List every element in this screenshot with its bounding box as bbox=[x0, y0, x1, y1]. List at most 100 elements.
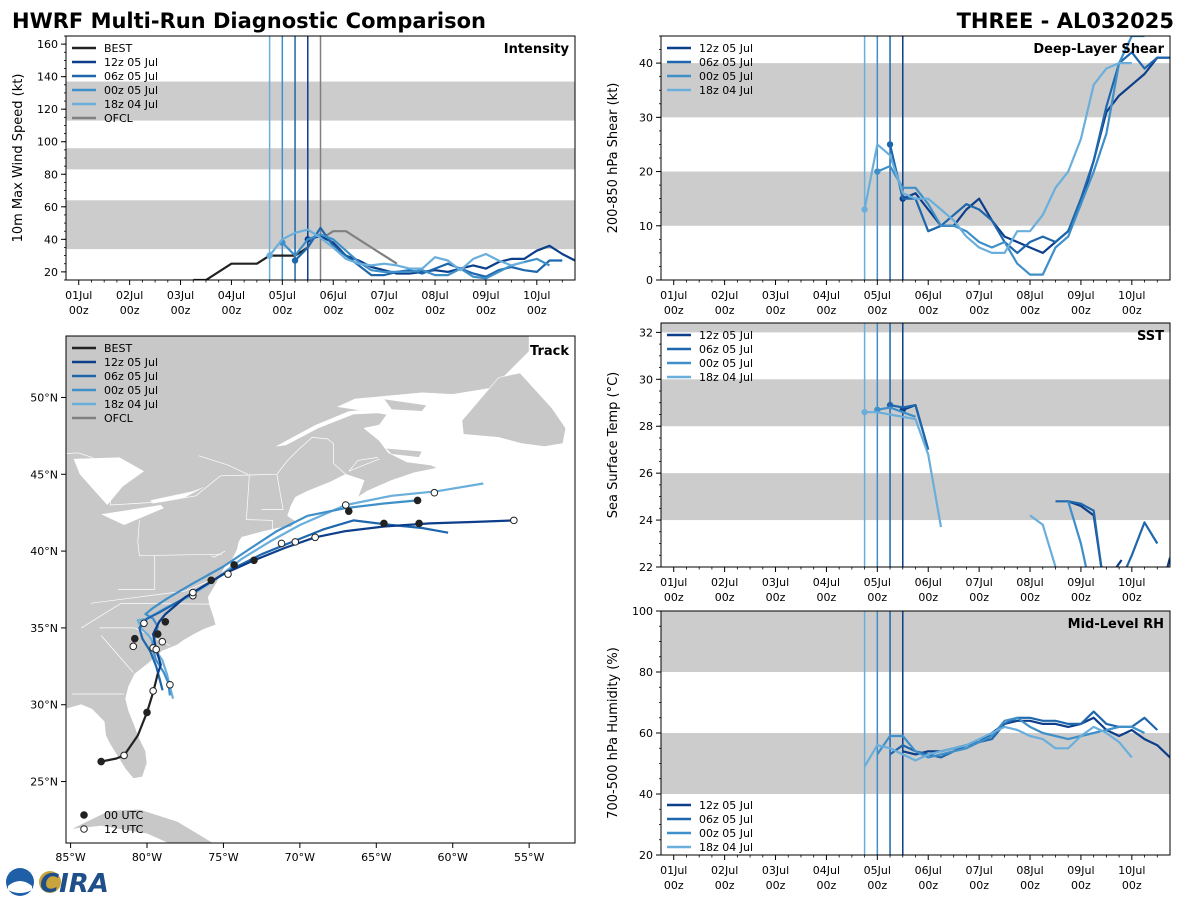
logo-text: CIRA bbox=[40, 869, 109, 899]
intensity-series-line bbox=[268, 228, 525, 272]
intensity-xtick-hour: 00z bbox=[272, 304, 292, 317]
intensity-xtick-date: 10Jul bbox=[523, 289, 550, 302]
intensity-xtick-date: 07Jul bbox=[370, 289, 397, 302]
track-marker-00utc bbox=[153, 630, 162, 638]
track-marker-12utc bbox=[166, 680, 174, 689]
marker-legend-label: 00 UTC bbox=[104, 809, 144, 822]
st-lawrence-estuary bbox=[275, 408, 387, 447]
intensity-xtick-date: 01Jul bbox=[65, 289, 92, 302]
shear-xtick-date: 08Jul bbox=[1016, 289, 1043, 302]
political-border bbox=[348, 457, 380, 472]
track-plot-area bbox=[66, 336, 575, 843]
sst-series-line bbox=[1125, 521, 1159, 567]
intensity-legend-label: 18z 04 Jul bbox=[104, 98, 158, 111]
political-border bbox=[137, 520, 222, 557]
sst-xtick-hour: 00z bbox=[1020, 591, 1040, 604]
sst-xtick-date: 09Jul bbox=[1067, 576, 1094, 589]
track-marker-00utc bbox=[413, 496, 422, 505]
shear-init-point bbox=[861, 206, 868, 213]
rh-xtick-date: 01Jul bbox=[660, 864, 687, 877]
shear-init-point bbox=[874, 168, 881, 175]
intensity-series-line bbox=[281, 233, 551, 280]
shear-ytick-label: 0 bbox=[646, 274, 653, 287]
shear-legend-label: 06z 05 Jul bbox=[699, 56, 753, 69]
intensity-xtick-date: 06Jul bbox=[320, 289, 347, 302]
intensity-series-line bbox=[319, 230, 398, 265]
intensity-legend-label: 06z 05 Jul bbox=[104, 70, 158, 83]
sst-legend-label: 18z 04 Jul bbox=[699, 371, 753, 384]
shear-xtick-hour: 00z bbox=[1122, 304, 1142, 317]
shear-xtick-date: 01Jul bbox=[660, 289, 687, 302]
track-marker-12utc bbox=[341, 501, 350, 509]
shear-xtick-hour: 00z bbox=[766, 304, 786, 317]
track-xtick-label: 85°W bbox=[55, 851, 85, 864]
sst-series-line bbox=[864, 411, 943, 528]
shear-series-line bbox=[863, 61, 1132, 254]
intensity-xtick-date: 05Jul bbox=[269, 289, 296, 302]
great-lake bbox=[73, 457, 144, 505]
shear-legend-label: 12z 05 Jul bbox=[699, 42, 753, 55]
track-ytick-label: 40°N bbox=[30, 545, 58, 558]
sst-xtick-hour: 00z bbox=[766, 591, 786, 604]
shear-xtick-date: 10Jul bbox=[1118, 289, 1145, 302]
intensity-xtick-hour: 00z bbox=[120, 304, 140, 317]
track-legend-label: BEST bbox=[104, 342, 132, 355]
sst-xtick-hour: 00z bbox=[664, 591, 684, 604]
track-marker-00utc bbox=[344, 507, 353, 515]
intensity-panel: 20 40 60 80 100 120 140 160 01Jul 00z 02Jul 00z 03Ju… bbox=[11, 35, 576, 317]
sst-band-2 bbox=[661, 323, 1170, 333]
sst-ytick-label: 32 bbox=[639, 326, 653, 339]
track-ytick-label: 45°N bbox=[30, 468, 58, 481]
political-border bbox=[261, 474, 284, 510]
intensity-title: Intensity bbox=[504, 42, 570, 57]
intensity-series-line bbox=[294, 226, 563, 278]
north-america-landmass bbox=[66, 336, 530, 779]
political-border bbox=[118, 555, 156, 590]
intensity-ytick-label: 160 bbox=[37, 38, 58, 51]
pei-island bbox=[384, 447, 423, 458]
rh-ytick-label: 20 bbox=[639, 849, 653, 862]
anticosti-island bbox=[383, 398, 428, 412]
shear-band-1 bbox=[661, 63, 1170, 118]
rh-panel: 20 40 60 80 100 01Jul 00z 02Jul 00z 03Jul 00z 04Jul… bbox=[606, 605, 1171, 892]
rh-legend-label: 18z 04 Jul bbox=[699, 841, 753, 854]
political-border bbox=[198, 455, 249, 475]
sst-xtick-hour: 00z bbox=[1071, 591, 1091, 604]
track-xtick-label: 60°W bbox=[438, 851, 468, 864]
track-xtick-label: 65°W bbox=[361, 851, 391, 864]
intensity-xtick-date: 03Jul bbox=[167, 289, 194, 302]
intensity-series-line bbox=[307, 235, 575, 275]
intensity-ytick-label: 20 bbox=[44, 266, 58, 279]
track-marker-00utc bbox=[97, 757, 105, 766]
rh-ylabel: 700-500 hPa Humidity (%) bbox=[606, 647, 621, 819]
sst-init-point bbox=[861, 408, 868, 416]
rh-xtick-date: 04Jul bbox=[813, 864, 840, 877]
sst-xtick-date: 01Jul bbox=[660, 576, 687, 589]
shear-ylabel: 200-850 hPa Shear (kt) bbox=[606, 83, 621, 234]
track-marker-12utc bbox=[224, 570, 232, 578]
csu-seal-icon bbox=[39, 871, 61, 893]
track-ytick-label: 50°N bbox=[30, 391, 58, 404]
track-marker-12utc bbox=[129, 642, 138, 651]
sst-series-line bbox=[1029, 514, 1057, 567]
shear-ytick-label: 10 bbox=[639, 220, 653, 233]
rh-xtick-hour: 00z bbox=[1071, 879, 1091, 892]
shear-ytick-label: 30 bbox=[639, 111, 653, 124]
shear-panel: 0 10 20 30 40 01Jul 00z 02Jul 00z 03Jul 00z 04Jul 00… bbox=[606, 35, 1171, 317]
political-border bbox=[99, 627, 171, 646]
intensity-init-point bbox=[291, 257, 299, 264]
marker-legend-symbol bbox=[80, 825, 88, 833]
track-marker-12utc bbox=[149, 687, 157, 695]
intensity-xtick-hour: 00z bbox=[171, 304, 191, 317]
track-marker-12utc bbox=[140, 619, 148, 628]
intensity-ytick-label: 100 bbox=[37, 136, 58, 149]
track-marker-12utc bbox=[152, 645, 160, 654]
intensity-ytick-label: 140 bbox=[37, 71, 58, 84]
sst-series-line bbox=[877, 406, 916, 418]
rh-xtick-hour: 00z bbox=[1122, 879, 1142, 892]
track-marker-00utc bbox=[250, 556, 258, 565]
sst-ytick-label: 30 bbox=[639, 373, 653, 386]
sst-ylabel: Sea Surface Temp (°C) bbox=[606, 372, 621, 519]
political-border bbox=[81, 602, 210, 629]
sst-xtick-date: 04Jul bbox=[813, 576, 840, 589]
